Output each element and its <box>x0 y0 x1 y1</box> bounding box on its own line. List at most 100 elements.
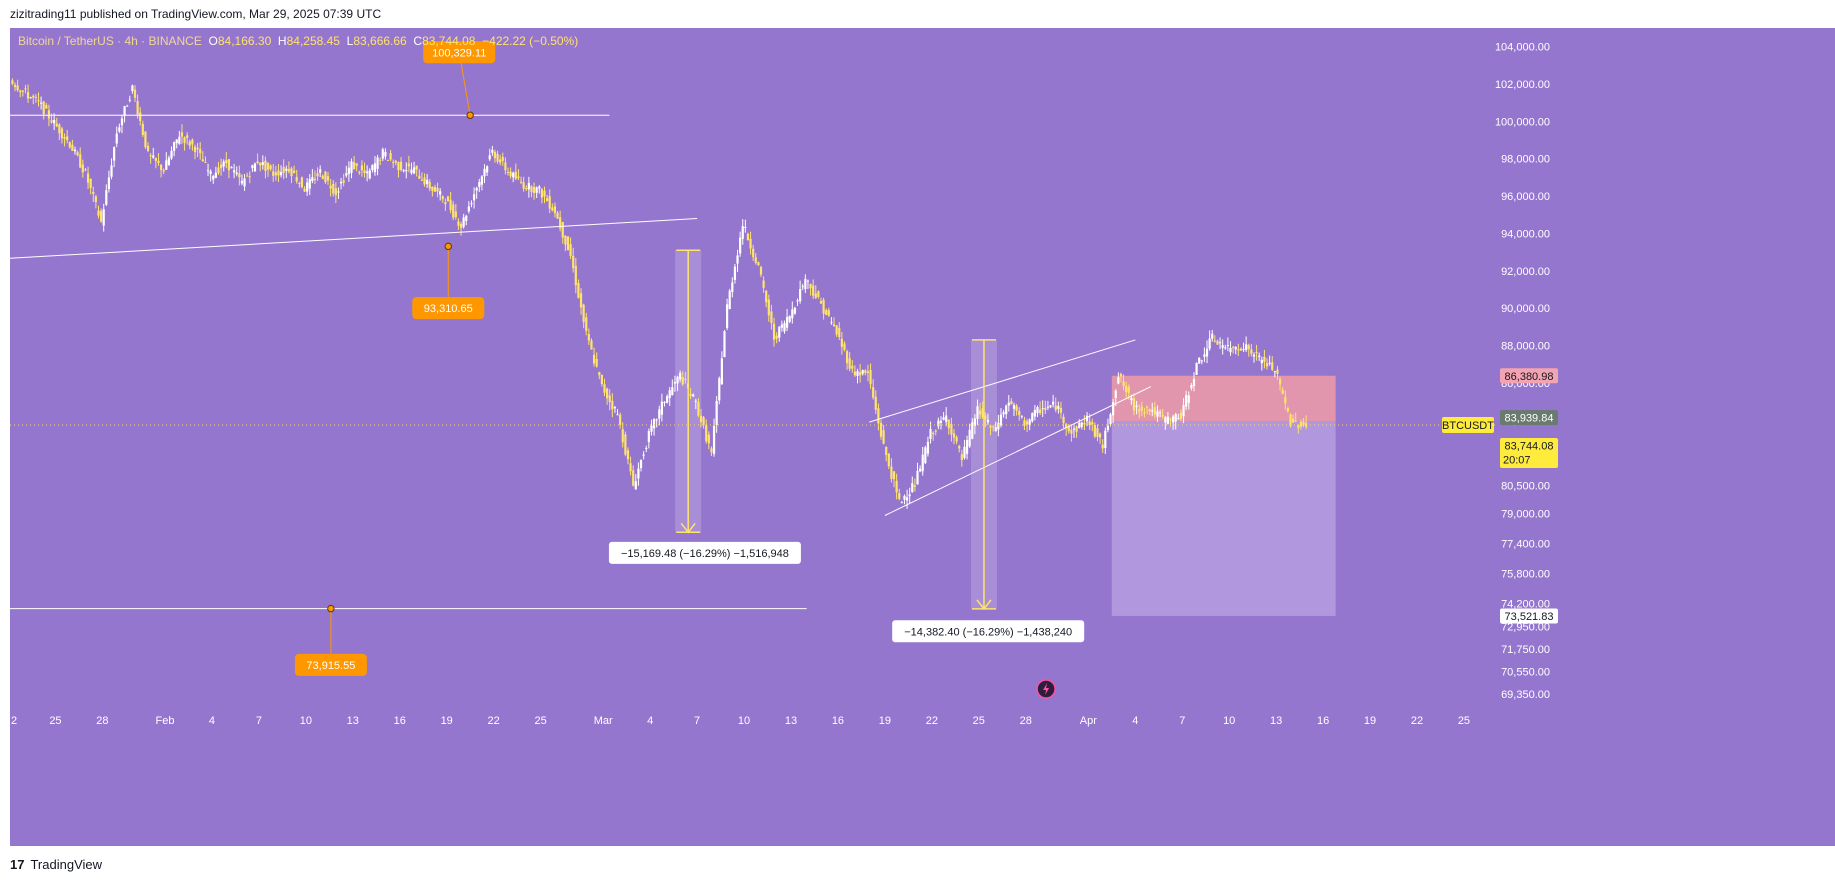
candle[interactable] <box>965 435 969 460</box>
candle[interactable] <box>791 301 794 324</box>
candle[interactable] <box>319 165 322 178</box>
candle[interactable] <box>66 130 69 144</box>
candle[interactable] <box>819 297 823 305</box>
candle[interactable] <box>60 126 64 144</box>
candle[interactable] <box>55 117 58 128</box>
candle[interactable] <box>444 198 447 211</box>
candle[interactable] <box>105 184 108 206</box>
candle[interactable] <box>1216 339 1219 345</box>
last-price-tag-bg[interactable] <box>1500 438 1558 469</box>
candle[interactable] <box>1070 424 1073 442</box>
candle[interactable] <box>1140 401 1143 417</box>
candle[interactable] <box>233 163 236 179</box>
candle[interactable] <box>16 79 19 92</box>
candle[interactable] <box>71 139 74 151</box>
trendline-1[interactable] <box>10 218 698 279</box>
candle[interactable] <box>371 164 374 173</box>
candle[interactable] <box>1018 407 1021 421</box>
candle[interactable] <box>890 458 893 483</box>
candle[interactable] <box>879 419 883 440</box>
candle[interactable] <box>827 307 830 317</box>
candle[interactable] <box>556 210 559 219</box>
candle[interactable] <box>538 185 541 194</box>
candle[interactable] <box>619 412 622 429</box>
candle[interactable] <box>793 306 797 315</box>
candle[interactable] <box>436 182 439 198</box>
candle[interactable] <box>1190 383 1193 391</box>
candle[interactable] <box>480 175 484 191</box>
candle[interactable] <box>40 96 43 110</box>
candle[interactable] <box>629 456 632 476</box>
candle[interactable] <box>115 126 118 148</box>
candle[interactable] <box>1250 343 1253 357</box>
candle[interactable] <box>1075 425 1078 438</box>
candle[interactable] <box>652 418 656 436</box>
candle[interactable] <box>42 100 45 120</box>
entry-price-tag-bg[interactable] <box>1500 410 1558 426</box>
candle[interactable] <box>235 166 238 177</box>
candle[interactable] <box>866 364 870 382</box>
candle[interactable] <box>392 159 395 168</box>
candle[interactable] <box>206 163 210 177</box>
candle[interactable] <box>1195 362 1198 375</box>
candle[interactable] <box>1294 412 1297 422</box>
candle[interactable] <box>684 371 687 384</box>
candle[interactable] <box>770 304 773 330</box>
candle[interactable] <box>402 168 405 173</box>
candle[interactable] <box>1010 398 1013 405</box>
candle[interactable] <box>311 169 314 184</box>
chart-area[interactable]: 100,329.11 93,310.65 73,915.55 −15,169.48 (… <box>10 28 1835 846</box>
candle[interactable] <box>546 194 549 202</box>
candle[interactable] <box>1221 339 1224 355</box>
candle[interactable] <box>139 106 142 126</box>
candle[interactable] <box>178 130 181 145</box>
candle[interactable] <box>167 155 171 167</box>
candle[interactable] <box>1085 411 1089 427</box>
candle[interactable] <box>478 178 481 193</box>
candle[interactable] <box>705 419 708 444</box>
candle[interactable] <box>1265 358 1269 370</box>
candle[interactable] <box>783 320 786 334</box>
candle[interactable] <box>835 325 838 337</box>
candle[interactable] <box>877 403 880 431</box>
candle[interactable] <box>788 315 791 324</box>
candle[interactable] <box>1226 337 1229 352</box>
candle[interactable] <box>303 186 306 193</box>
candle[interactable] <box>68 141 71 149</box>
candle[interactable] <box>822 297 825 320</box>
take-profit-zone[interactable] <box>1111 421 1336 616</box>
candle[interactable] <box>475 186 478 199</box>
candle[interactable] <box>63 133 66 147</box>
candle[interactable] <box>193 144 197 160</box>
candle[interactable] <box>397 161 400 178</box>
candle[interactable] <box>1052 394 1055 408</box>
candle[interactable] <box>853 365 857 377</box>
candle[interactable] <box>981 401 984 419</box>
candle[interactable] <box>564 235 567 252</box>
time-axis[interactable] <box>10 706 1835 846</box>
candle[interactable] <box>110 158 113 180</box>
candle[interactable] <box>851 360 854 373</box>
candle[interactable] <box>859 363 862 383</box>
candle[interactable] <box>603 378 606 397</box>
candle[interactable] <box>1059 401 1063 419</box>
candle[interactable] <box>1263 349 1266 369</box>
candle[interactable] <box>290 166 293 184</box>
candle[interactable] <box>324 170 327 184</box>
candle[interactable] <box>472 187 476 209</box>
candle[interactable] <box>1062 413 1065 429</box>
candle[interactable] <box>1258 352 1261 361</box>
candle[interactable] <box>1125 381 1128 398</box>
candle[interactable] <box>616 409 619 416</box>
candle[interactable] <box>373 155 377 176</box>
candle[interactable] <box>1101 439 1104 453</box>
candle[interactable] <box>590 338 593 350</box>
candle[interactable] <box>1119 372 1123 383</box>
candle[interactable] <box>595 352 598 368</box>
candle[interactable] <box>553 202 557 218</box>
candle[interactable] <box>426 173 429 188</box>
candle[interactable] <box>483 164 486 184</box>
candle[interactable] <box>911 476 914 493</box>
candle[interactable] <box>832 317 836 327</box>
candle[interactable] <box>1020 415 1023 419</box>
